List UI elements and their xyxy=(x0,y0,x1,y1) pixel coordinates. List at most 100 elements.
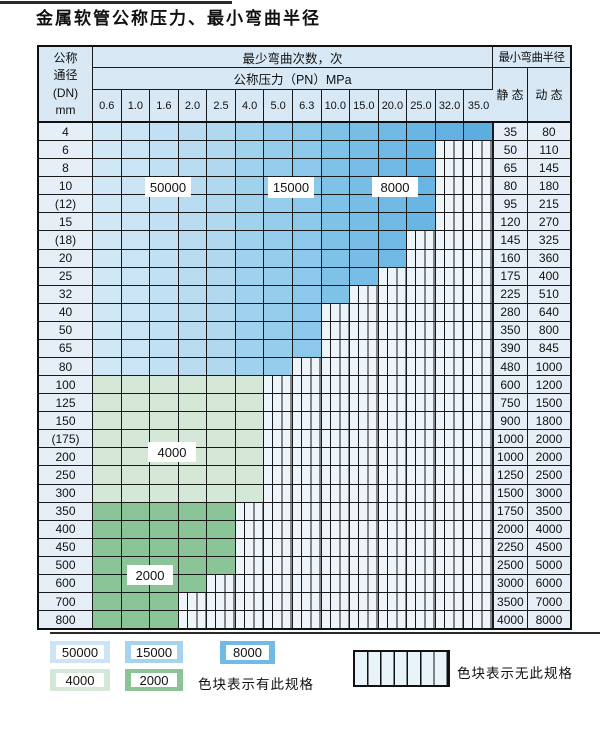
no-spec-cell xyxy=(264,520,293,538)
table-row: 700 3500 7000 xyxy=(39,593,570,612)
legend-swatch-50000: 50000 xyxy=(50,641,110,663)
no-spec-cell xyxy=(407,285,436,303)
no-spec-cell xyxy=(464,141,493,159)
spec-cell xyxy=(292,231,322,249)
spec-cell xyxy=(150,538,179,556)
dn-cell: 100 xyxy=(39,376,93,394)
pressure-header-cell: 1.0 xyxy=(121,90,151,121)
spec-cell xyxy=(178,339,208,358)
no-spec-cell xyxy=(464,321,493,339)
dynamic-radius-cell: 400 xyxy=(527,267,570,285)
spec-cell xyxy=(93,466,122,484)
no-spec-cell xyxy=(264,502,293,520)
dn-cell: (175) xyxy=(39,430,93,448)
no-spec-cell xyxy=(464,412,493,430)
spec-cell xyxy=(350,249,379,267)
legend-label-8000: 8000 xyxy=(226,645,269,660)
spec-cell xyxy=(235,123,265,141)
dynamic-radius-cell: 325 xyxy=(527,231,570,249)
dn-cell: 6 xyxy=(39,141,93,159)
spec-cell xyxy=(407,141,436,159)
spec-cell xyxy=(121,430,151,448)
spec-cell xyxy=(321,159,351,177)
spec-cell xyxy=(207,123,236,141)
spec-cell xyxy=(150,520,179,538)
spec-cell xyxy=(407,213,436,231)
no-spec-cell xyxy=(350,376,379,394)
spec-cell xyxy=(235,303,265,321)
dynamic-radius-cell: 215 xyxy=(527,195,570,213)
spec-cell xyxy=(350,141,379,159)
spec-cell xyxy=(207,285,236,303)
spec-cell xyxy=(350,159,379,177)
spec-cell xyxy=(150,159,179,177)
legend-swatch-2000: 2000 xyxy=(125,669,183,691)
no-spec-cell xyxy=(435,538,465,556)
no-spec-cell xyxy=(464,267,493,285)
spec-cell xyxy=(93,430,122,448)
spec-cell xyxy=(150,502,179,520)
static-radius-cell: 3500 xyxy=(492,593,528,611)
no-spec-cell xyxy=(264,376,293,394)
no-spec-cell xyxy=(264,484,293,502)
spec-cell xyxy=(93,141,122,159)
pressure-header-cell: 5.0 xyxy=(264,90,293,121)
spec-cell xyxy=(178,285,208,303)
no-spec-cell xyxy=(264,430,293,448)
dynamic-radius-cell: 1200 xyxy=(527,376,570,394)
table-row: 150 900 1800 xyxy=(39,412,570,431)
spec-cell xyxy=(321,285,351,303)
no-spec-cell xyxy=(235,520,265,538)
spec-cell xyxy=(178,466,208,484)
spec-cell xyxy=(178,231,208,249)
zone-label-50000: 50000 xyxy=(145,177,191,197)
table-row: 800 4000 8000 xyxy=(39,611,570,629)
no-spec-cell xyxy=(321,394,351,412)
static-radius-cell: 145 xyxy=(492,231,528,249)
spec-cell xyxy=(93,502,122,520)
no-spec-cell xyxy=(464,574,493,593)
no-spec-cell xyxy=(378,484,408,502)
static-radius-cell: 120 xyxy=(492,213,528,231)
no-spec-cell xyxy=(378,339,408,358)
no-spec-cell xyxy=(378,285,408,303)
no-spec-cell xyxy=(464,466,493,484)
dynamic-radius-cell: 80 xyxy=(527,123,570,141)
no-spec-cell xyxy=(321,412,351,430)
dynamic-radius-cell: 6000 xyxy=(527,574,570,593)
no-spec-cell xyxy=(321,358,351,376)
table-row: 450 2250 4500 xyxy=(39,538,570,557)
spec-cell xyxy=(235,339,265,358)
spec-cell xyxy=(207,538,236,556)
no-spec-cell xyxy=(407,593,436,611)
table-row: 25 175 400 xyxy=(39,267,570,286)
dynamic-radius-cell: 1500 xyxy=(527,394,570,412)
spec-cell xyxy=(93,538,122,556)
no-spec-cell xyxy=(264,538,293,556)
spec-cell xyxy=(121,593,151,611)
table-row: 8 65 145 xyxy=(39,159,570,178)
no-spec-cell xyxy=(292,448,322,466)
no-spec-cell xyxy=(407,249,436,267)
spec-cell xyxy=(321,213,351,231)
dn-cell: 15 xyxy=(39,213,93,231)
pressure-header: 公称压力（PN）MPa xyxy=(93,68,492,90)
static-radius-cell: 1000 xyxy=(492,448,528,466)
no-spec-cell xyxy=(292,520,322,538)
dynamic-radius-cell: 270 xyxy=(527,213,570,231)
no-spec-cell xyxy=(292,430,322,448)
no-spec-cell xyxy=(378,574,408,593)
static-radius-cell: 900 xyxy=(492,412,528,430)
spec-cell xyxy=(207,231,236,249)
dn-cell: 800 xyxy=(39,611,93,629)
spec-cell xyxy=(464,123,493,141)
spec-cell xyxy=(235,213,265,231)
spec-cell xyxy=(378,231,408,249)
no-spec-cell xyxy=(435,430,465,448)
dynamic-radius-cell: 110 xyxy=(527,141,570,159)
spec-cell xyxy=(121,339,151,358)
spec-cell xyxy=(321,177,351,195)
no-spec-cell xyxy=(407,448,436,466)
spec-cell xyxy=(178,502,208,520)
table-row: (175) 1000 2000 xyxy=(39,430,570,449)
